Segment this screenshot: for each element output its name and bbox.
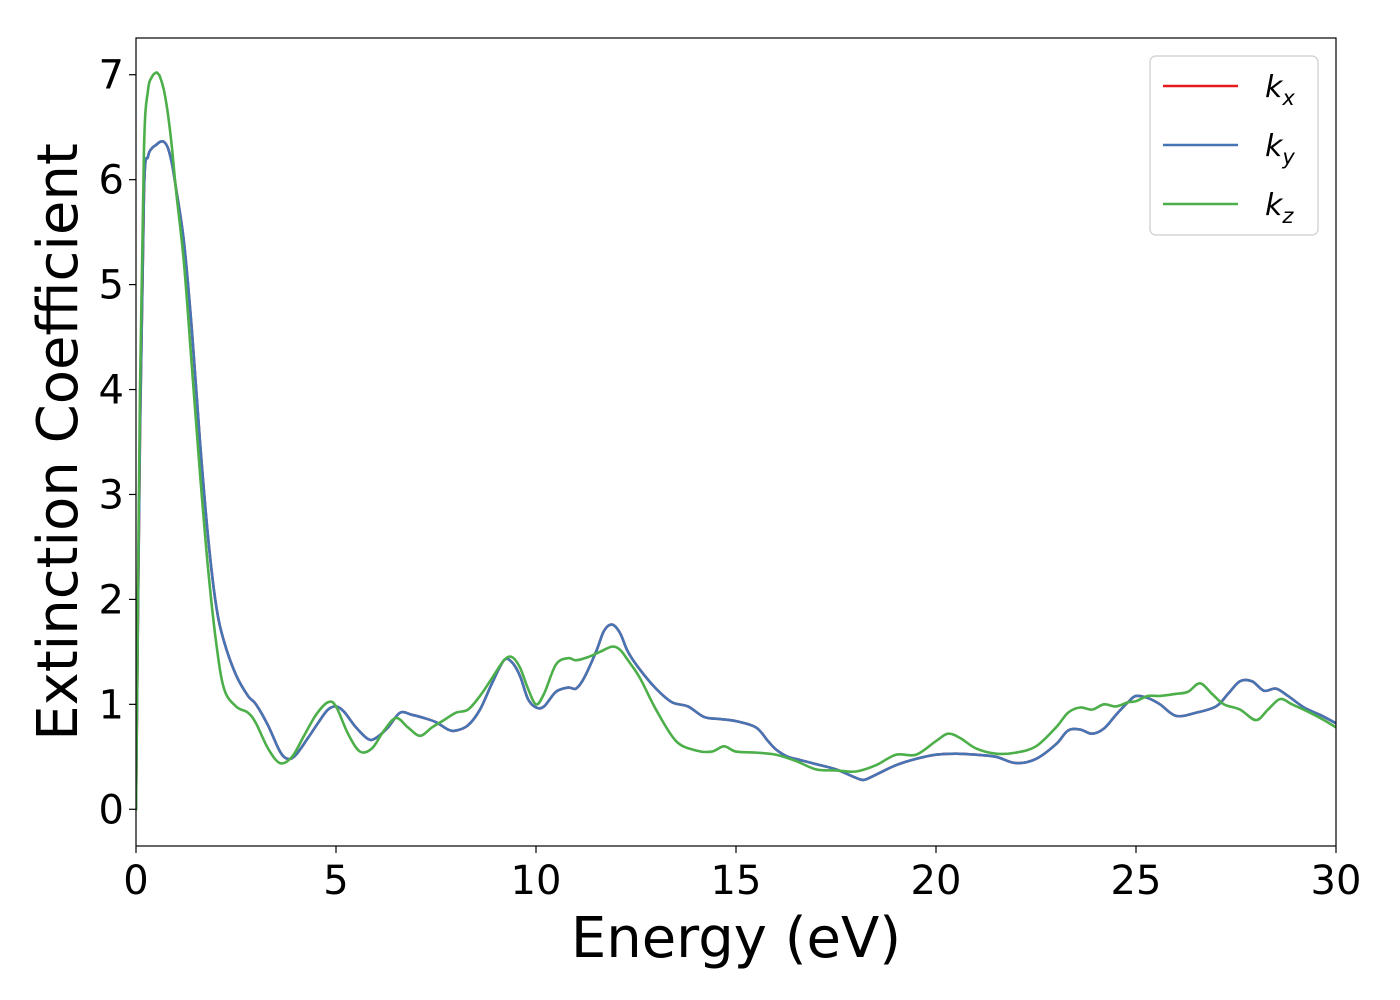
legend: kx ky kz	[1149, 55, 1319, 236]
x-tick-label: 0	[123, 858, 148, 904]
legend-label-kz: kz	[1265, 188, 1294, 228]
series-line-ky	[136, 139, 1336, 811]
x-tick-label: 25	[1111, 858, 1162, 904]
x-axis-title: Energy (eV)	[571, 906, 901, 971]
y-tick-label: 1	[99, 682, 124, 728]
series-line-kz	[136, 71, 1336, 811]
x-tick-label: 5	[323, 858, 348, 904]
legend-label-kx: kx	[1265, 70, 1295, 110]
x-tick-label: 20	[911, 858, 962, 904]
y-tick-label: 3	[99, 472, 124, 518]
y-axis: 0 1 2 3 4 5 6 7	[99, 53, 136, 833]
x-tick-label: 30	[1311, 858, 1362, 904]
y-axis-title: Extinction Coefficient	[26, 143, 91, 741]
y-tick-label: 0	[99, 787, 124, 833]
y-tick-label: 4	[99, 368, 124, 414]
y-tick-label: 6	[99, 158, 124, 204]
x-tick-label: 15	[711, 858, 762, 904]
y-tick-label: 7	[99, 53, 124, 99]
x-axis: 0 5 10 15 20 25 30	[123, 846, 1361, 904]
series-layer	[136, 71, 1336, 811]
y-tick-label: 2	[99, 577, 124, 623]
x-tick-label: 10	[511, 858, 562, 904]
y-tick-label: 5	[99, 263, 124, 309]
legend-label-ky: ky	[1265, 129, 1295, 169]
